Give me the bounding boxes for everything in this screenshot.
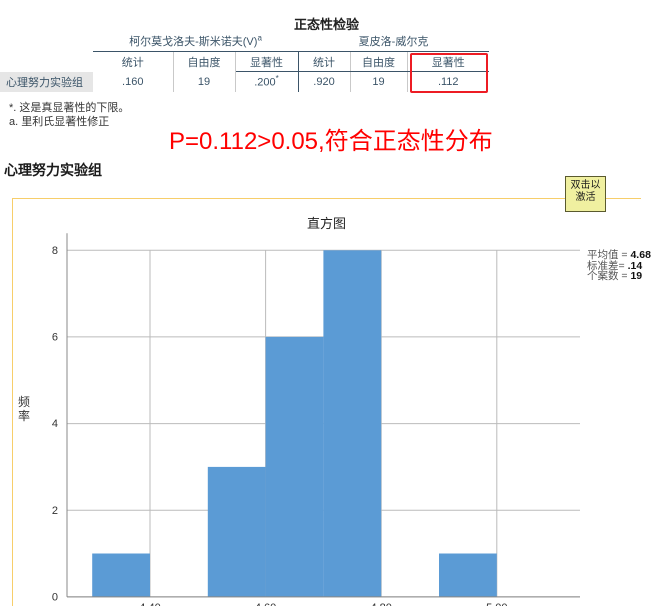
svg-text:5.00: 5.00 bbox=[486, 602, 507, 606]
svg-text:4.60: 4.60 bbox=[255, 602, 276, 606]
svg-text:4.40: 4.40 bbox=[139, 602, 160, 606]
svg-text:6: 6 bbox=[52, 332, 58, 344]
svg-text:2: 2 bbox=[52, 505, 58, 517]
svg-text:0: 0 bbox=[52, 592, 58, 604]
svg-text:4.80: 4.80 bbox=[370, 602, 391, 606]
svg-text:4: 4 bbox=[52, 418, 58, 430]
svg-text:8: 8 bbox=[52, 245, 58, 257]
